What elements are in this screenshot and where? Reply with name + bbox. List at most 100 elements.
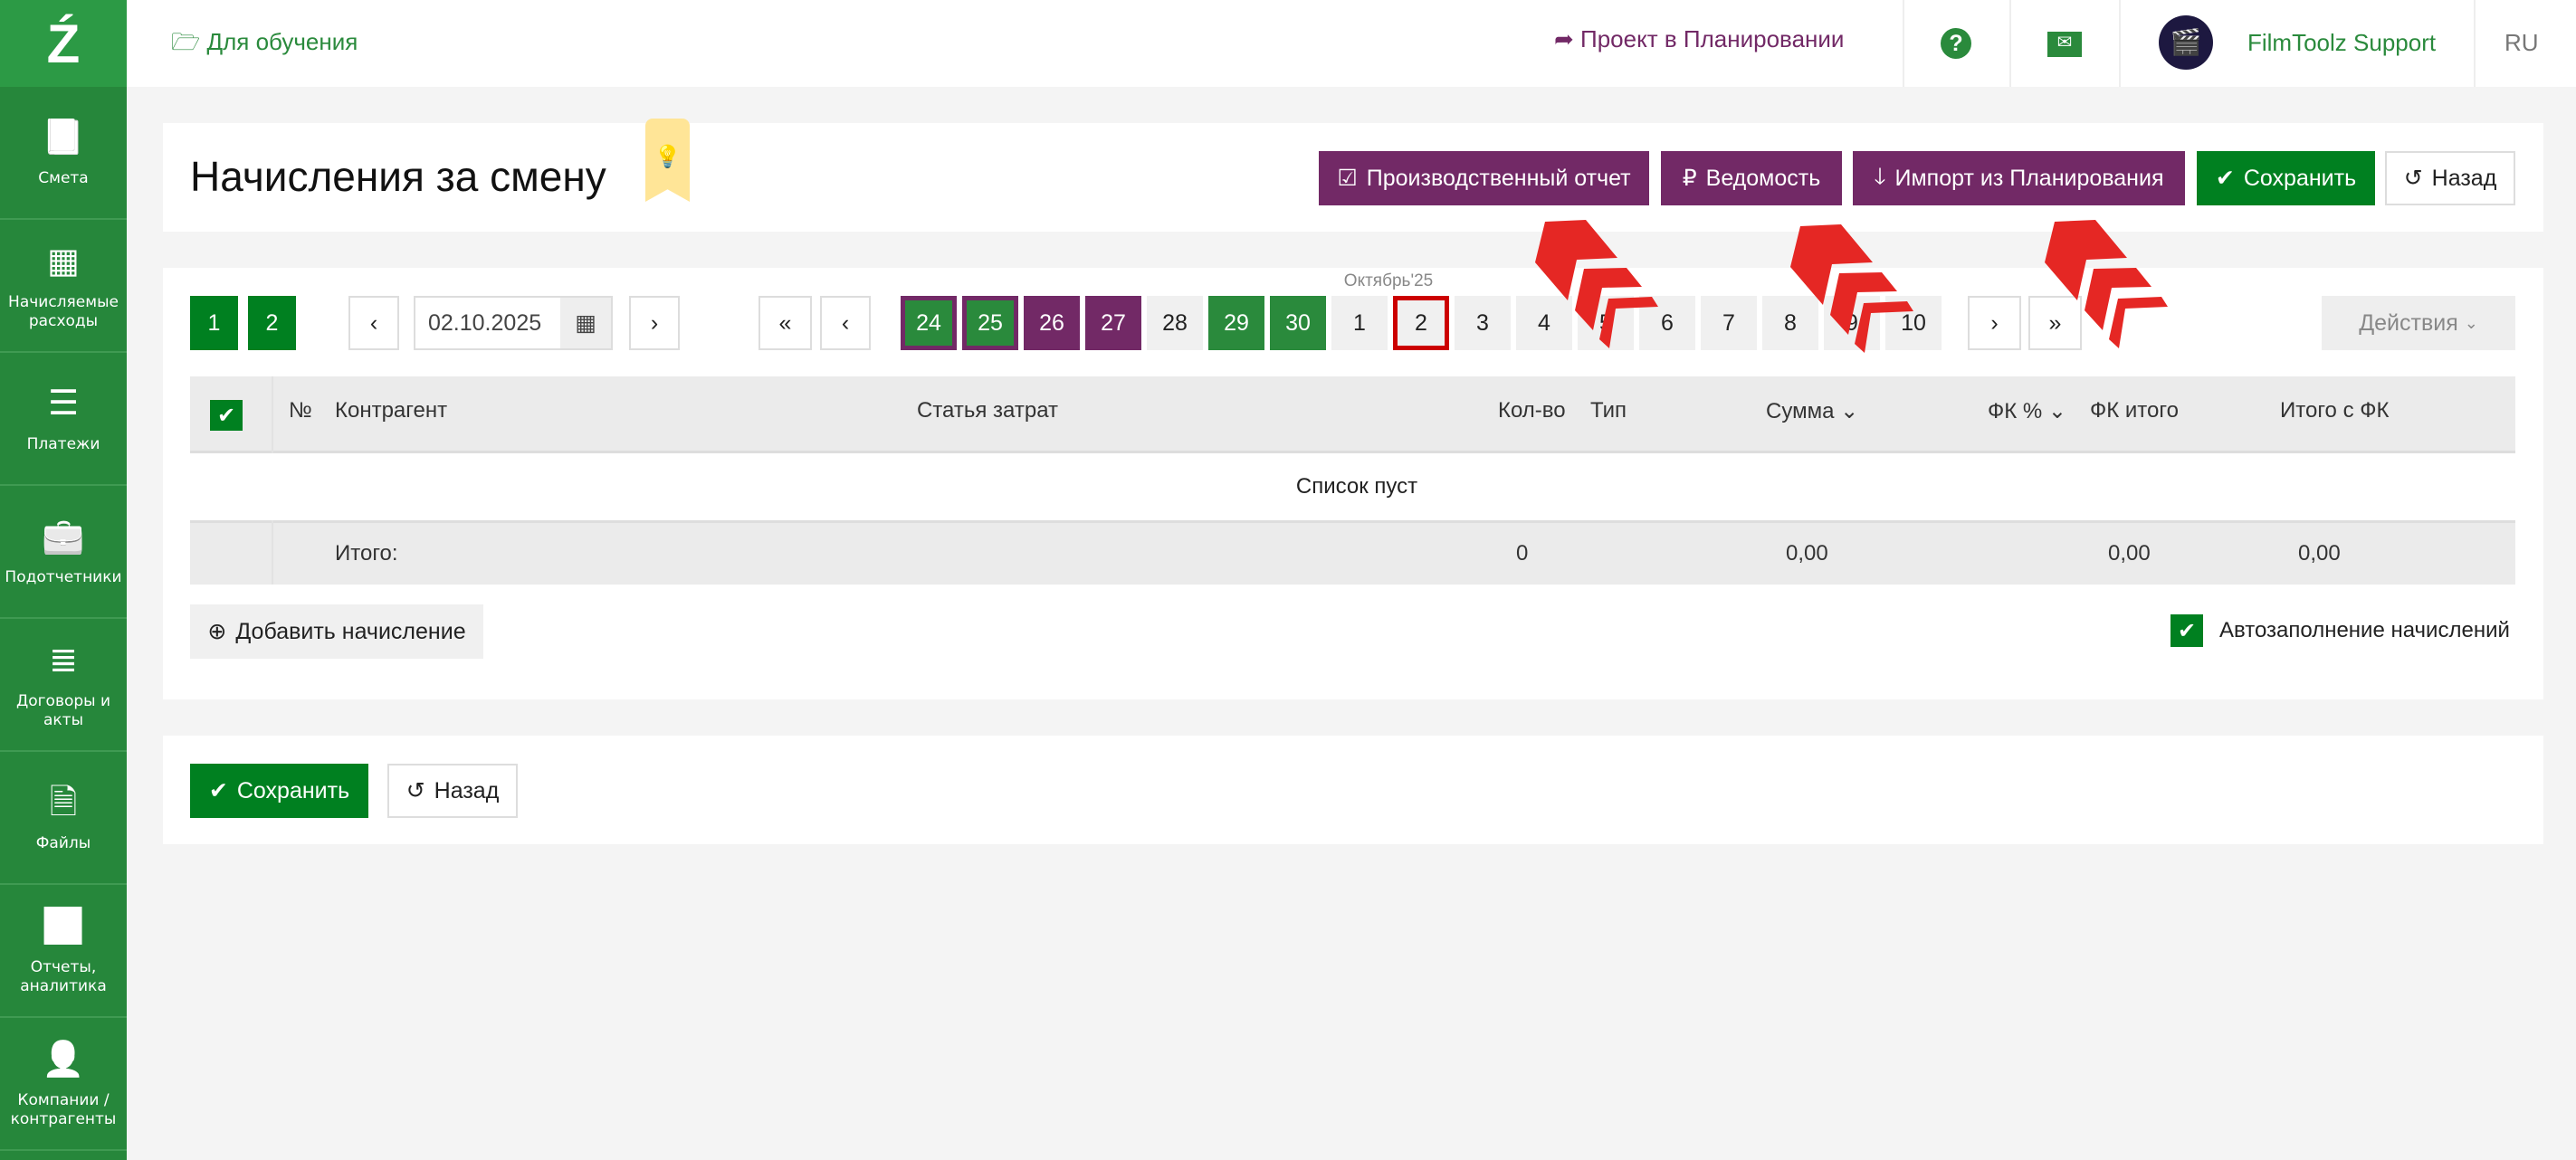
sidebar-item-label: Договоры и акты	[15, 691, 111, 729]
totals-row	[190, 520, 2515, 585]
day-7[interactable]: 7	[1701, 296, 1757, 350]
sidebar-item-4[interactable]: 💼 Подотчетники	[0, 486, 127, 619]
chevron-down-icon: ⌄	[2464, 313, 2478, 332]
label: Назад	[2431, 165, 2497, 191]
user-icon: 👤	[42, 1038, 85, 1079]
back-button[interactable]: ↺ Назад	[2385, 151, 2515, 205]
column-cost-item[interactable]: Статья затрат	[917, 398, 1059, 423]
table-header	[190, 376, 2515, 453]
check-icon: ✔	[2215, 166, 2235, 191]
day-25[interactable]: 25	[962, 296, 1018, 350]
sidebar-item-3[interactable]: ☰ Платежи	[0, 353, 127, 486]
date-value: 02.10.2025	[428, 309, 542, 336]
book-icon: 📕	[42, 117, 85, 157]
column-fk-total: ФК итого	[2090, 398, 2179, 423]
column-number: №	[289, 398, 312, 423]
chevron-down-icon: ⌄	[1840, 399, 1859, 423]
next-date-button[interactable]: ›	[629, 296, 680, 350]
folder-open-icon: 🗁	[171, 28, 201, 55]
day-26[interactable]: 26	[1024, 296, 1080, 350]
app-logo[interactable]: Ź	[0, 0, 127, 87]
day-3[interactable]: 3	[1455, 296, 1511, 350]
totals-fk: 0,00	[2108, 541, 2151, 566]
last-day-button[interactable]: »	[2028, 296, 2082, 350]
totals-label: Итого:	[335, 541, 398, 566]
add-accrual-button[interactable]: ⊕ Добавить начисление	[190, 604, 483, 659]
red-arrow-annotation	[1535, 220, 1658, 348]
day-24[interactable]: 24	[901, 296, 957, 350]
day-28[interactable]: 28	[1147, 296, 1203, 350]
sidebar-item-5[interactable]: ≣ Договоры и акты	[0, 619, 127, 752]
select-all-checkbox[interactable]: ✔	[210, 400, 243, 431]
empty-list-message: Список пуст	[1295, 474, 1418, 499]
day-27[interactable]: 27	[1085, 296, 1141, 350]
sidebar-item-2[interactable]: ▦ Начисляемые расходы	[0, 220, 127, 353]
next-day-button[interactable]: ›	[1968, 296, 2021, 350]
lightbulb-icon: 💡	[654, 145, 682, 169]
red-arrow-annotation	[1790, 224, 1913, 353]
column-sum[interactable]: Сумма ⌄	[1766, 398, 1858, 424]
undo-icon: ↺	[2403, 166, 2423, 191]
day-8[interactable]: 8	[1762, 296, 1818, 350]
mail-icon[interactable]: ✉	[2047, 32, 2082, 57]
sidebar-item-label: Смета	[38, 169, 89, 187]
check-square-icon: ☑	[1337, 166, 1358, 191]
prev-date-button[interactable]: ‹	[348, 296, 399, 350]
month-label: Октябрь'25	[1343, 271, 1434, 290]
column-counterparty[interactable]: Контрагент	[335, 398, 448, 423]
autofill-label[interactable]: Автозаполнение начислений	[2219, 618, 2510, 642]
sidebar-item-label: Платежи	[26, 435, 100, 453]
hint-bookmark[interactable]: 💡	[645, 119, 690, 202]
planning-link[interactable]: ➦ Проект в Планировании	[1554, 25, 1844, 53]
list-icon: ≣	[49, 639, 78, 680]
project-link[interactable]: 🗁 Для обучения	[171, 25, 358, 65]
first-day-button[interactable]: «	[758, 296, 812, 350]
label: Назад	[434, 777, 500, 803]
column-fk-percent[interactable]: ФК % ⌄	[1988, 398, 2066, 424]
list-alt-icon: ☰	[47, 383, 80, 423]
sidebar-item-8[interactable]: 👤 Компании / контрагенты	[0, 1018, 127, 1151]
sidebar: Ź 📕 Смета ▦ Начисляемые расходы ☰ Платежи 💼 Под…	[0, 0, 127, 1160]
label: ФК %	[1988, 399, 2043, 423]
calendar-icon[interactable]: ▦	[560, 298, 611, 348]
label: Сумма	[1766, 399, 1835, 423]
date-input[interactable]: 02.10.2025 ▦	[414, 296, 613, 350]
ruble-icon: ₽	[1682, 166, 1697, 191]
sidebar-item-6[interactable]: 🗎 Файлы	[0, 752, 127, 885]
project-name: Для обучения	[206, 28, 358, 55]
column-qty: Кол-во	[1498, 398, 1566, 423]
page-2-button[interactable]: 2	[248, 296, 296, 350]
sidebar-item-label: Компании / контрагенты	[10, 1090, 117, 1128]
label: Сохранить	[236, 777, 350, 803]
save-button[interactable]: ✔ Сохранить	[2197, 151, 2375, 205]
statement-button[interactable]: ₽ Ведомость	[1661, 151, 1842, 205]
footer-card	[163, 736, 2543, 844]
undo-icon: ↺	[405, 778, 425, 803]
actions-dropdown[interactable]: Действия ⌄	[2322, 296, 2515, 350]
sidebar-item-label: Файлы	[35, 834, 91, 852]
day-30[interactable]: 30	[1270, 296, 1326, 350]
day-29[interactable]: 29	[1208, 296, 1264, 350]
user-name[interactable]: FilmToolz Support	[2247, 29, 2437, 56]
totals-total-fk: 0,00	[2298, 541, 2341, 566]
day-1[interactable]: 1	[1331, 296, 1388, 350]
prev-day-button[interactable]: ‹	[820, 296, 871, 350]
avatar[interactable]: 🎬	[2159, 15, 2213, 70]
briefcase-icon: 💼	[42, 516, 85, 556]
language-switch[interactable]: RU	[2504, 29, 2539, 56]
production-report-button[interactable]: ☑ Производственный отчет	[1319, 151, 1649, 205]
footer-save-button[interactable]: ✔ Сохранить	[190, 764, 368, 818]
sidebar-item-1[interactable]: 📕 Смета	[0, 87, 127, 220]
page-1-button[interactable]: 1	[190, 296, 238, 350]
help-icon[interactable]: ?	[1941, 28, 1971, 59]
sidebar-item-label: Подотчетники	[5, 568, 122, 586]
import-button[interactable]: 🡓 Импорт из Планирования	[1853, 151, 2185, 205]
footer-back-button[interactable]: ↺ Назад	[387, 764, 518, 818]
day-2[interactable]: 2	[1393, 296, 1449, 350]
label: Производственный отчет	[1366, 165, 1631, 191]
sidebar-item-7[interactable]: 📊 Отчеты, аналитика	[0, 885, 127, 1018]
label: Ведомость	[1705, 165, 1821, 191]
autofill-checkbox[interactable]: ✔	[2171, 614, 2203, 647]
day-4[interactable]: 4	[1516, 296, 1572, 350]
label: Импорт из Планирования	[1894, 165, 2164, 191]
